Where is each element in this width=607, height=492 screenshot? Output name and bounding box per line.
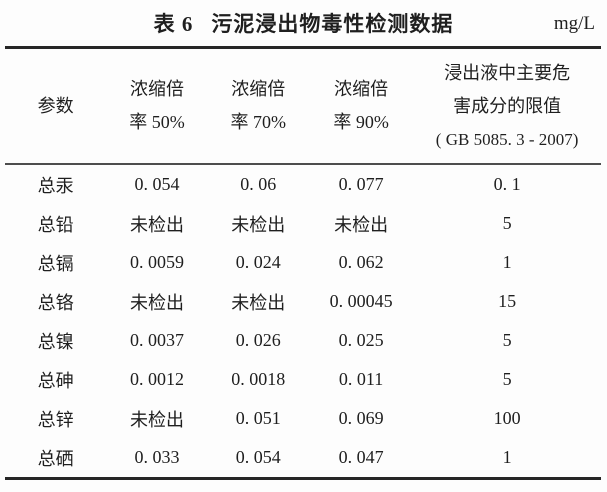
value-cell-50: 未检出 (129, 409, 184, 430)
limit-cell: 5 (502, 213, 512, 233)
param-cell: 总镉 (37, 253, 74, 274)
header-param-label: 参数 (37, 95, 74, 116)
header-cell-limit: 浸出液中主要危 害成分的限值 ( GB 5085. 3 - 2007) (413, 50, 601, 162)
value-cell-70: 0. 054 (235, 447, 281, 467)
table-row: 总硒 0. 033 0. 054 0. 047 1 (5, 438, 601, 477)
limit-cell: 5 (502, 330, 512, 350)
table-caption-title: 污泥浸出物毒性检测数据 (211, 12, 454, 36)
table-row: 总镉 0. 0059 0. 024 0. 062 1 (5, 243, 601, 282)
header-cell-70: 浓缩倍 率 70% (208, 50, 309, 162)
header-limit-line1: 浸出液中主要危 (444, 62, 571, 83)
param-cell: 总镍 (37, 331, 74, 352)
header-90-line2: 率 90% (333, 112, 389, 132)
value-cell-50: 未检出 (129, 292, 184, 313)
value-cell-70: 0. 0018 (231, 369, 286, 389)
header-cell-50: 浓缩倍 率 50% (106, 50, 207, 162)
param-cell: 总汞 (37, 175, 74, 196)
limit-cell: 5 (502, 369, 512, 389)
header-90-line1: 浓缩倍 (334, 79, 389, 99)
value-cell-90: 0. 047 (338, 447, 384, 467)
table-caption: 表 6 污泥浸出物毒性检测数据 (0, 6, 607, 42)
table-row: 总铬 未检出 未检出 0. 00045 15 (5, 282, 601, 321)
limit-cell: 1 (502, 447, 512, 467)
value-cell-90: 0. 025 (338, 330, 384, 350)
bottom-rule (5, 477, 601, 480)
value-cell-90: 0. 077 (338, 174, 384, 194)
value-cell-50: 未检出 (129, 214, 184, 235)
value-cell-70: 0. 06 (240, 174, 277, 194)
table-body: 总汞 0. 054 0. 06 0. 077 0. 1 总铅 未检出 未检出 未… (5, 165, 601, 477)
header-50-line2: 率 50% (129, 112, 185, 132)
value-cell-70: 未检出 (231, 214, 286, 235)
header-70-line2: 率 70% (230, 112, 287, 132)
value-cell-70: 0. 051 (235, 408, 281, 428)
value-cell-90: 未检出 (334, 214, 389, 235)
limit-cell: 100 (493, 408, 521, 428)
header-50-line1: 浓缩倍 (129, 79, 184, 99)
value-cell-50: 0. 033 (134, 447, 180, 467)
value-cell-50: 0. 054 (134, 174, 180, 194)
value-cell-50: 0. 0059 (129, 252, 184, 272)
header-cell-param: 参数 (5, 50, 106, 162)
param-cell: 总铅 (37, 214, 74, 235)
top-rule (5, 46, 601, 49)
value-cell-70: 0. 026 (235, 330, 281, 350)
limit-cell: 15 (498, 291, 517, 311)
table-row: 总铅 未检出 未检出 未检出 5 (5, 204, 601, 243)
table-row: 总砷 0. 0012 0. 0018 0. 011 5 (5, 360, 601, 399)
table-row: 总汞 0. 054 0. 06 0. 077 0. 1 (5, 165, 601, 204)
value-cell-90: 0. 011 (338, 369, 384, 389)
param-cell: 总锌 (37, 409, 74, 430)
table-caption-index: 表 6 (153, 12, 194, 36)
limit-cell: 0. 1 (493, 174, 521, 194)
param-cell: 总铬 (37, 292, 74, 313)
unit-label: mg/L (553, 13, 595, 34)
header-cell-90: 浓缩倍 率 90% (309, 50, 413, 162)
header-rule (5, 163, 601, 165)
table-row: 总镍 0. 0037 0. 026 0. 025 5 (5, 321, 601, 360)
value-cell-90: 0. 00045 (329, 291, 393, 311)
param-cell: 总硒 (37, 448, 74, 469)
param-cell: 总砷 (37, 370, 74, 391)
table-row: 总锌 未检出 0. 051 0. 069 100 (5, 399, 601, 438)
value-cell-70: 0. 024 (235, 252, 281, 272)
header-limit-standard: ( GB 5085. 3 - 2007) (435, 129, 579, 149)
value-cell-70: 未检出 (231, 292, 286, 313)
limit-cell: 1 (502, 252, 512, 272)
value-cell-90: 0. 062 (338, 252, 384, 272)
value-cell-50: 0. 0012 (129, 369, 184, 389)
value-cell-90: 0. 069 (338, 408, 384, 428)
table-header: 参数 浓缩倍 率 50% 浓缩倍 率 70% 浓缩倍 率 90% 浸出液中主要危… (5, 50, 601, 162)
value-cell-50: 0. 0037 (129, 330, 184, 350)
header-limit-line2: 害成分的限值 (453, 95, 562, 116)
header-70-line1: 浓缩倍 (231, 79, 286, 99)
